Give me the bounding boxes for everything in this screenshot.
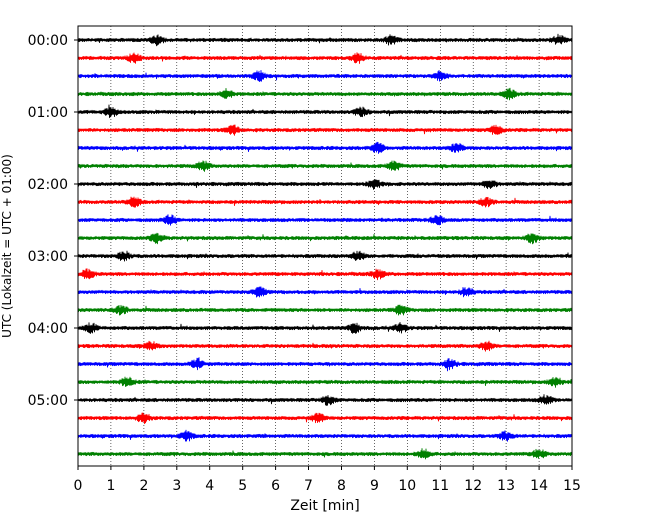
x-tick-label: 9 xyxy=(370,478,379,494)
traces xyxy=(77,33,573,460)
x-tick-label: 6 xyxy=(271,478,280,494)
trace-line xyxy=(77,321,573,334)
x-tick-label: 0 xyxy=(74,478,83,494)
x-tick-label: 8 xyxy=(337,478,346,494)
trace-line xyxy=(77,87,573,101)
x-tick-label: 12 xyxy=(464,478,482,494)
y-tick-label: 05:00 xyxy=(28,393,68,409)
x-tick-label: 11 xyxy=(431,478,449,494)
x-tick-label: 7 xyxy=(304,478,313,494)
trace-line xyxy=(77,179,573,190)
x-tick-label: 15 xyxy=(563,478,581,494)
y-tick-label: 02:00 xyxy=(28,177,68,193)
x-axis-ticks: 0 1 2 3 4 5 6 7 8 9 10 11 12 13 14 15 xyxy=(74,466,581,494)
trace-line xyxy=(77,429,573,442)
x-tick-label: 10 xyxy=(398,478,416,494)
x-tick-label: 4 xyxy=(205,478,214,494)
trace-line xyxy=(77,250,573,262)
trace-line xyxy=(77,214,573,226)
x-tick-label: 1 xyxy=(106,478,115,494)
trace-line xyxy=(77,141,573,154)
trace-line xyxy=(77,286,573,298)
plot-frame xyxy=(77,25,573,467)
gridlines xyxy=(110,26,540,466)
y-tick-label: 03:00 xyxy=(28,249,68,265)
trace-line xyxy=(77,394,573,406)
y-tick-label: 04:00 xyxy=(28,321,68,337)
trace-line xyxy=(77,104,573,119)
x-tick-label: 13 xyxy=(497,478,515,494)
x-tick-label: 3 xyxy=(172,478,181,494)
trace-line xyxy=(77,376,573,388)
trace-line xyxy=(77,357,573,372)
y-tick-label: 00:00 xyxy=(28,33,68,49)
trace-line xyxy=(77,340,573,352)
x-axis-label: Zeit [min] xyxy=(290,498,359,514)
trace-line xyxy=(77,124,573,136)
trace-line xyxy=(77,448,573,460)
trace-line xyxy=(77,70,573,83)
y-axis-ticks: 00:00 01:00 02:00 03:00 04:00 05:00 xyxy=(28,33,78,409)
y-axis-label: UTC (Lokalzeit = UTC + 01:00) xyxy=(0,154,14,338)
trace-line xyxy=(77,412,573,425)
x-tick-label: 5 xyxy=(238,478,247,494)
y-tick-label: 01:00 xyxy=(28,105,68,121)
trace-line xyxy=(77,232,573,245)
trace-line xyxy=(77,196,573,208)
trace-line xyxy=(77,33,573,47)
x-tick-label: 2 xyxy=(139,478,148,494)
trace-line xyxy=(77,304,573,316)
trace-line xyxy=(77,160,573,172)
x-tick-label: 14 xyxy=(530,478,548,494)
trace-line xyxy=(77,268,573,281)
trace-line xyxy=(77,52,573,64)
